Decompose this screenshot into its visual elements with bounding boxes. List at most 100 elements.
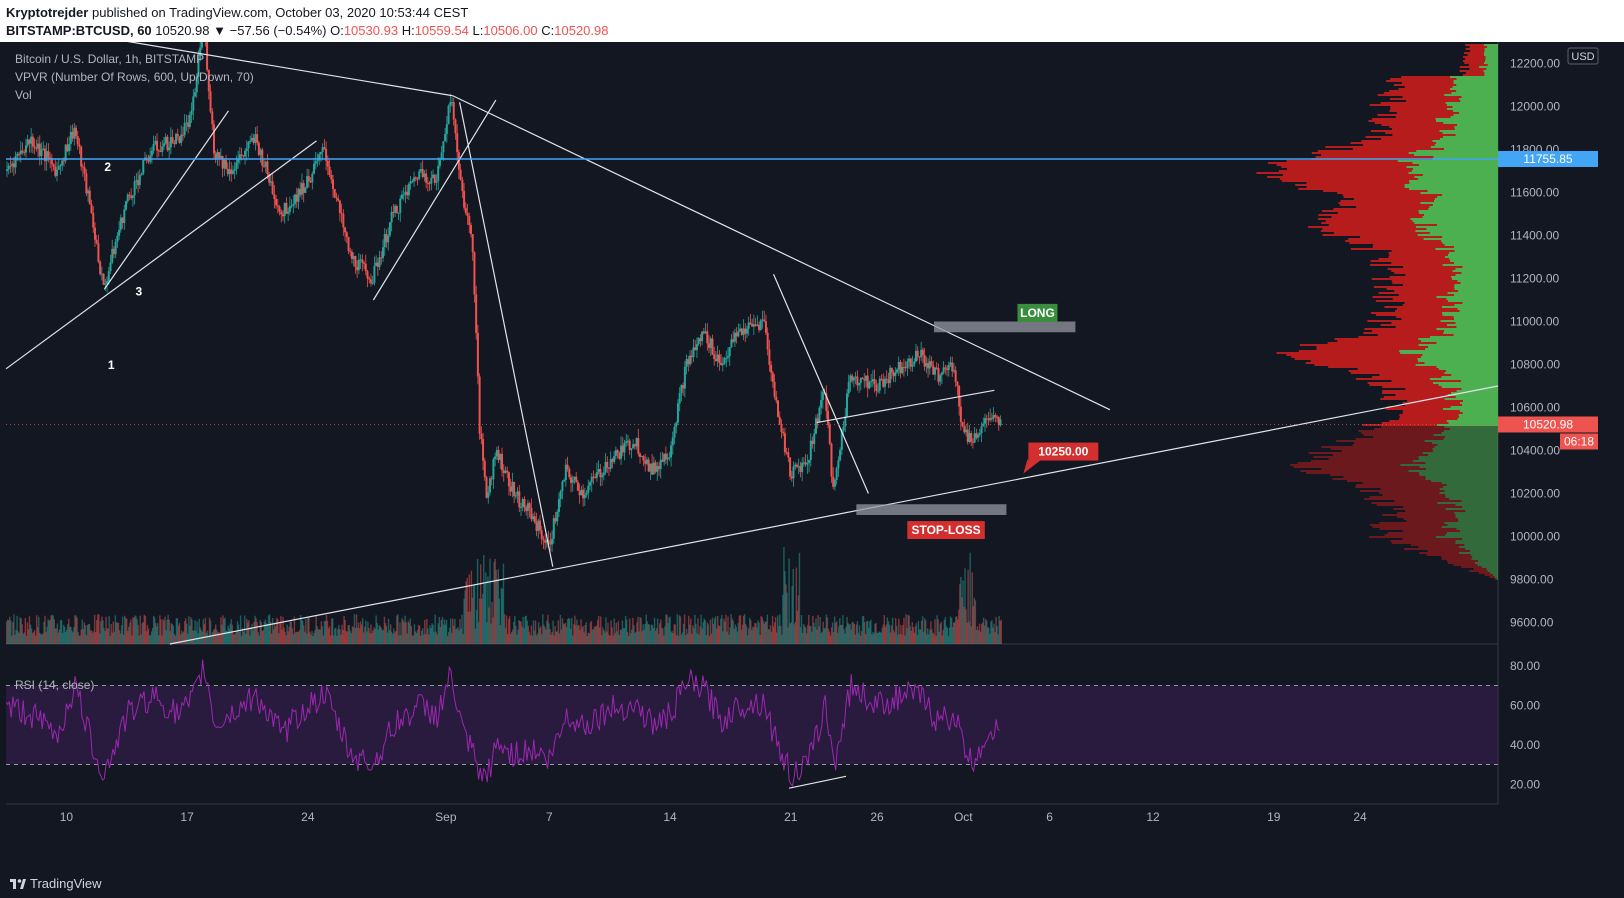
rsi-line [5,659,1000,787]
vpvr-row-down [1320,230,1416,232]
volume-bar [351,626,354,644]
vpvr-row-down [1389,276,1452,278]
volume-bar [406,633,408,644]
stop-loss-zone[interactable] [856,504,1007,515]
trendline-support-1[interactable] [5,140,317,370]
vol-legend[interactable]: Vol [15,88,32,102]
target-callout-tail[interactable] [1023,459,1042,474]
chart-canvas[interactable]: 12200.0012000.0011800.0011600.0011400.00… [0,42,1624,868]
volume-bar [426,618,428,644]
candle-body [194,92,197,97]
symbol-label[interactable]: BITSTAMP:BTCUSD, 60 [6,23,152,38]
stop-loss-label-box[interactable] [907,521,985,540]
volume-bar [958,609,960,644]
volume-bar [986,620,988,644]
vpvr-row-up [1446,298,1498,300]
vpvr-row-up [1412,460,1498,462]
long-label-box[interactable] [1017,303,1058,322]
volume-bar [482,593,484,644]
volume-bar [680,634,683,644]
trendline-support-2[interactable] [103,110,229,290]
candle-body [861,377,864,380]
volume-bar [742,615,745,644]
volume-bar [387,618,390,644]
volume-bar [809,625,811,644]
volume-bar [534,620,537,644]
trendline-second-drop[interactable] [773,273,869,494]
volume-bar [368,627,370,644]
volume-bar [390,631,393,644]
volume-bar [385,626,388,644]
vpvr-row-down [1286,160,1398,162]
vpvr-row-up [1443,148,1498,150]
vpvr-row-up [1408,152,1498,154]
long-label[interactable]: LONG [1020,306,1055,320]
vpvr-legend[interactable]: VPVR (Number Of Rows, 600, Up/Down, 70) [15,70,254,84]
vpvr-row-up [1418,344,1498,346]
volume-bar [552,620,554,644]
candle-body [595,472,598,478]
vpvr-row-up [1438,368,1498,370]
stop-loss-label[interactable]: STOP-LOSS [911,523,980,537]
volume-bar [701,628,703,644]
volume-bar [214,628,216,644]
tradingview-brand[interactable]: TradingView [10,876,102,891]
volume-bar [677,635,680,644]
long-zone[interactable] [933,321,1076,333]
candle-body [932,365,935,375]
candle-body [728,347,731,357]
target-price-label[interactable]: 10250.00 [1038,445,1088,459]
candle-body [438,158,441,166]
vpvr-row-down [1392,298,1447,300]
trendline-channel-bottom[interactable] [816,389,995,424]
vpvr-row-down [1313,456,1419,458]
vpvr-row-up [1417,358,1498,360]
volume-bar [587,632,590,644]
candle-body [909,358,912,367]
vpvr-row-down [1395,394,1448,396]
volume-bar [570,628,572,644]
candle-body [118,229,121,236]
candle-body [123,209,126,223]
trendline-support-3[interactable] [372,99,497,301]
candle-body [526,503,529,511]
series-legend[interactable]: Bitcoin / U.S. Dollar, 1h, BITSTAMP [15,52,205,66]
candle-body [892,372,895,377]
trendline-descending[interactable] [452,95,1111,411]
rsi-legend[interactable]: RSI (14, close) [15,678,95,692]
volume-bar [67,624,69,644]
volume-bar [83,622,86,644]
trendline-top[interactable] [66,42,453,97]
volume-bar [633,625,635,644]
vpvr-row-down [1402,284,1455,286]
trendline-drop[interactable] [459,102,554,567]
target-price-label-box[interactable] [1028,442,1099,461]
volume-bar [28,616,31,644]
candle-body [913,361,916,365]
author-name[interactable]: Kryptotrejder [6,5,89,20]
volume-bar [212,629,215,644]
candle-body [513,481,516,497]
vpvr-row-up [1462,266,1498,268]
candle-body [207,69,210,92]
volume-bar [563,624,566,644]
volume-bar [549,629,551,644]
vpvr-row-up [1442,194,1498,196]
volume-bar [393,628,395,644]
volume-bar [90,630,93,644]
candle-body [495,449,498,457]
rsi-divergence-line[interactable] [788,775,847,789]
currency-box[interactable] [1567,47,1599,65]
vpvr-row-down [1333,232,1430,234]
candle-body [559,490,562,499]
volume-bar [631,629,633,644]
drawing-lines[interactable] [5,42,1499,645]
trendline-ascending-base[interactable] [169,385,1499,645]
candle-body [996,416,999,418]
candle-body [423,173,426,177]
volume-bar [370,624,372,644]
volume-bar [772,626,775,644]
candle-body [175,133,178,145]
candle-body [287,211,290,214]
